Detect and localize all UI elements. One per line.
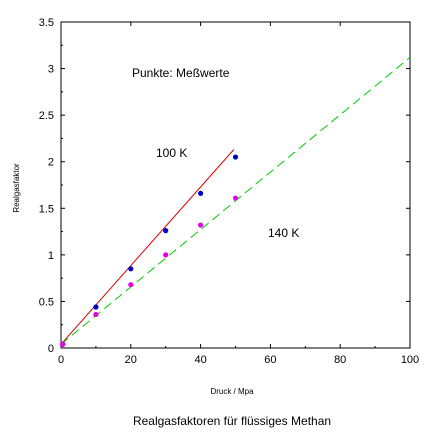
y-tick-label: 2	[48, 157, 54, 169]
data-point-140k	[198, 222, 204, 228]
y-tick-label: 2.5	[39, 110, 54, 122]
data-point-100k	[163, 228, 169, 234]
y-axis-title: Realgasfaktor	[12, 163, 21, 213]
points-note-annotation: Punkte: Meßwerte	[132, 66, 230, 80]
data-point-140k	[163, 252, 169, 258]
x-tick-label: 80	[334, 354, 346, 366]
y-tick-label: 3	[48, 64, 54, 76]
chart-caption: Realgasfaktoren für flüssiges Methan	[133, 414, 331, 428]
data-point-100k	[128, 266, 134, 272]
y-tick-label: 1.5	[39, 203, 54, 215]
x-tick-label: 20	[125, 354, 137, 366]
y-tick-label: 0	[48, 343, 54, 355]
x-axis-title: Druck / Mpa	[210, 387, 254, 396]
plot-frame	[60, 21, 411, 349]
x-tick-label: 0	[58, 354, 64, 366]
x-tick-label: 100	[401, 354, 419, 366]
data-point-140k	[232, 195, 239, 201]
data-point-100k	[232, 154, 239, 160]
y-tick-label: 1	[48, 250, 54, 262]
y-tick-label: 0.5	[39, 296, 54, 308]
data-point-100k	[198, 190, 204, 196]
y-axis-ticks: 0 0.5 1 1.5 2 2.5 3 3.5	[39, 17, 410, 355]
plot-area: 0 20 40 60 80 100 0 0.5 1 1.5 2 2.5 3 3.5	[39, 17, 419, 366]
y-tick-label: 3.5	[39, 17, 54, 29]
data-point-100k	[93, 304, 99, 310]
fit-line-100k	[60, 149, 235, 345]
label-140k-annotation: 140 K	[268, 226, 299, 240]
data-point-140k	[128, 282, 134, 288]
x-axis-ticks: 0 20 40 60 80 100	[58, 22, 419, 366]
data-point-140k	[60, 341, 66, 347]
x-tick-label: 40	[194, 354, 206, 366]
label-100k-annotation: 100 K	[156, 146, 187, 160]
x-tick-label: 60	[264, 354, 276, 366]
fit-line-140k	[60, 57, 411, 345]
data-point-140k	[93, 311, 99, 318]
data-points	[60, 154, 239, 347]
fit-lines	[60, 57, 411, 345]
